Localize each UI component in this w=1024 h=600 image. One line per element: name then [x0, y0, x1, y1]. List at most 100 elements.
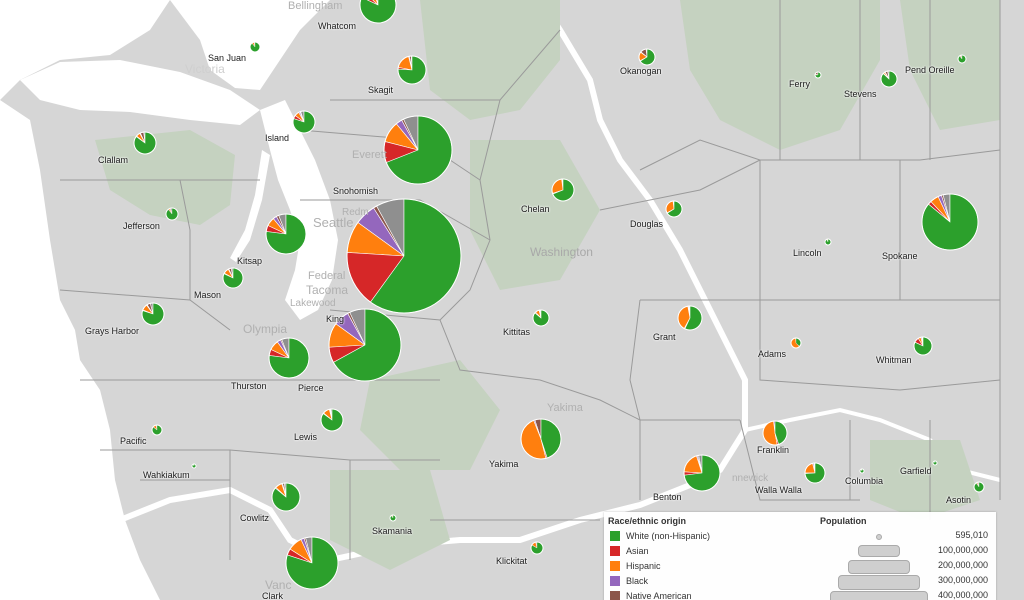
county-label-snohomish: Snohomish — [333, 186, 379, 196]
basemap-label-olympia: Olympia — [243, 322, 288, 336]
basemap-label-vancouver: Vanc — [265, 578, 292, 592]
pie-whitman[interactable] — [913, 336, 933, 356]
county-label-adams: Adams — [758, 349, 787, 359]
basemap-label-seattle: Seattle — [313, 215, 354, 230]
pie-klickitat[interactable] — [530, 541, 544, 555]
legend-swatch-hispanic — [610, 561, 620, 571]
pie-whatcom[interactable] — [359, 0, 397, 24]
county-label-kittitas: Kittitas — [503, 327, 531, 337]
pie-jefferson[interactable] — [165, 207, 179, 221]
pie-snohomish[interactable] — [383, 115, 453, 185]
pie-skamania[interactable] — [389, 514, 397, 522]
strait-juan-de-fuca — [20, 60, 260, 125]
pie-island[interactable] — [292, 110, 316, 134]
pie-outline-ferry — [814, 71, 822, 79]
legend-size-4 — [838, 575, 920, 590]
pie-kitsap[interactable] — [265, 213, 307, 255]
pie-outline-garfield — [932, 460, 938, 466]
pie-outline-chelan — [551, 178, 575, 202]
basemap-label-redmond: Redm — [342, 207, 369, 218]
basemap-label-washington: Washington — [530, 245, 593, 259]
pie-wahkiakum[interactable] — [191, 463, 197, 469]
pie-clark[interactable] — [285, 536, 339, 590]
pie-adams[interactable] — [790, 337, 802, 349]
legend-label-native: Native American — [626, 591, 692, 600]
pie-ferry[interactable] — [814, 71, 822, 79]
legend-race-title: Race/ethnic origin — [608, 516, 687, 526]
legend-population-title: Population — [820, 516, 867, 526]
pie-pierce[interactable] — [328, 308, 402, 382]
pie-columbia[interactable] — [859, 468, 865, 474]
pie-thurston[interactable] — [268, 337, 310, 379]
pie-outline-columbia — [859, 468, 865, 474]
pie-garfield[interactable] — [932, 460, 938, 466]
county-label-columbia: Columbia — [845, 476, 884, 486]
pie-outline-whatcom — [359, 0, 397, 24]
pie-mason[interactable] — [222, 267, 244, 289]
pie-outline-skagit — [397, 55, 427, 85]
basemap-label-tacoma: Tacoma — [306, 283, 349, 297]
county-label-island: Island — [265, 133, 290, 143]
legend-swatch-asian — [610, 546, 620, 556]
basemap-label-victoria: Victoria — [185, 62, 225, 76]
pie-lewis[interactable] — [320, 408, 344, 432]
pie-douglas[interactable] — [665, 200, 683, 218]
pie-walla-walla[interactable] — [804, 462, 826, 484]
pie-outline-asotin — [973, 481, 985, 493]
pie-lincoln[interactable] — [824, 238, 832, 246]
pie-outline-thurston — [268, 337, 310, 379]
hood-canal — [230, 150, 270, 262]
basemap-label-yakima: Yakima — [547, 402, 583, 414]
pie-outline-douglas — [665, 200, 683, 218]
pie-asotin[interactable] — [973, 481, 985, 493]
pie-outline-lincoln — [824, 238, 832, 246]
pie-grant[interactable] — [677, 305, 703, 331]
pie-yakima[interactable] — [520, 418, 562, 460]
pie-pacific[interactable] — [151, 424, 163, 436]
pie-kittitas[interactable] — [532, 309, 550, 327]
pie-outline-king — [346, 198, 462, 314]
pie-grays-harbor[interactable] — [141, 302, 165, 326]
pie-outline-san-juan — [249, 41, 261, 53]
pie-franklin[interactable] — [762, 420, 788, 446]
county-label-san-juan: San Juan — [208, 53, 247, 63]
pie-stevens[interactable] — [880, 70, 898, 88]
pie-spokane[interactable] — [921, 193, 979, 251]
pie-outline-pend-oreille — [957, 54, 967, 64]
legend-size-3 — [848, 560, 910, 574]
pie-chelan[interactable] — [551, 178, 575, 202]
county-label-garfield: Garfield — [900, 466, 932, 476]
pie-benton[interactable] — [683, 454, 721, 492]
legend-item-asian: Asian — [610, 545, 649, 557]
county-label-skagit: Skagit — [368, 85, 394, 95]
county-label-jefferson: Jefferson — [123, 221, 160, 231]
pie-outline-grant — [677, 305, 703, 331]
pie-skagit[interactable] — [397, 55, 427, 85]
pie-outline-spokane — [921, 193, 979, 251]
basemap-label-lakewood: Lakewood — [290, 298, 336, 309]
legend-pop-value-3: 200,000,000 — [937, 560, 988, 570]
park-cascades-north — [420, 0, 560, 120]
pie-outline-adams — [790, 337, 802, 349]
pie-outline-clallam — [133, 131, 157, 155]
legend-pop-value-1: 595,010 — [955, 530, 988, 540]
pie-king[interactable] — [346, 198, 462, 314]
legend-pop-value-2: 100,000,000 — [937, 545, 988, 555]
pie-outline-kittitas — [532, 309, 550, 327]
pie-pend-oreille[interactable] — [957, 54, 967, 64]
pie-clallam[interactable] — [133, 131, 157, 155]
county-label-franklin: Franklin — [757, 445, 790, 455]
pie-okanogan[interactable] — [638, 48, 656, 66]
county-pies — [133, 0, 985, 590]
county-label-yakima: Yakima — [489, 459, 519, 469]
pie-outline-kitsap — [265, 213, 307, 255]
pacific-coast-water — [0, 100, 160, 600]
county-label-walla-walla: Walla Walla — [755, 485, 802, 495]
legend-size-5 — [830, 591, 928, 600]
county-label-skamania: Skamania — [372, 526, 413, 536]
pie-cowlitz[interactable] — [271, 482, 301, 512]
pie-outline-grays-harbor — [141, 302, 165, 326]
pie-san-juan[interactable] — [249, 41, 261, 53]
county-label-mason: Mason — [194, 290, 222, 300]
